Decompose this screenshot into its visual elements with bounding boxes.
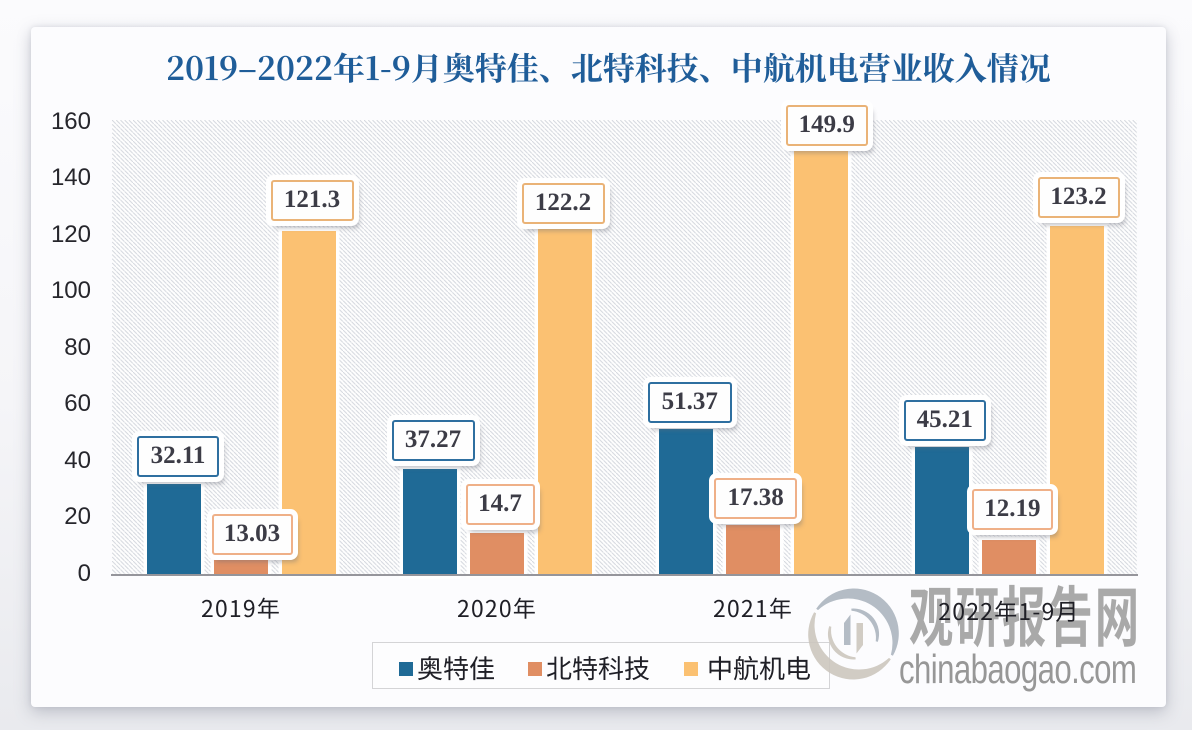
- svg-text:chinabaogao.com: chinabaogao.com: [899, 646, 1137, 692]
